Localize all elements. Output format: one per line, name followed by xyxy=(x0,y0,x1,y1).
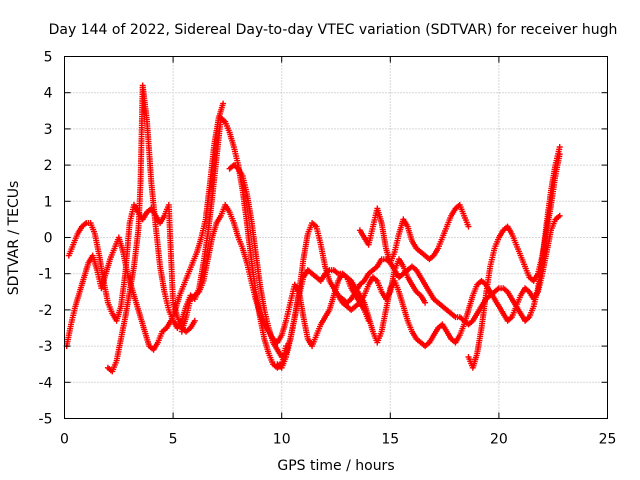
y-tick-label: -5 xyxy=(39,412,53,428)
y-axis-label: SDTVAR / TECUs xyxy=(6,181,22,296)
y-tick-label: 4 xyxy=(44,86,53,102)
x-tick-label: 10 xyxy=(273,432,291,448)
y-tick-label: 1 xyxy=(44,194,53,210)
series-track-a xyxy=(65,201,198,335)
chart-title: Day 144 of 2022, Sidereal Day-to-day VTE… xyxy=(49,22,618,38)
series-track-i xyxy=(465,151,563,371)
y-tick-label: -3 xyxy=(39,339,53,355)
series-points xyxy=(226,162,429,360)
series-track-d xyxy=(178,201,372,350)
x-tick-label: 25 xyxy=(599,432,617,448)
y-tick-label: 5 xyxy=(44,50,53,66)
series-track-h xyxy=(356,201,472,266)
series-points xyxy=(465,151,563,371)
series-points xyxy=(65,201,198,335)
y-tick-label: 2 xyxy=(44,158,53,174)
series-points xyxy=(178,201,372,350)
x-tick-label: 5 xyxy=(169,432,178,448)
y-tick-label: -1 xyxy=(39,267,53,283)
y-tick-label: 0 xyxy=(44,231,53,247)
series-track-c xyxy=(104,82,289,375)
series-track-b xyxy=(63,100,227,353)
y-tick-label: 3 xyxy=(44,122,53,138)
series-layer xyxy=(63,82,563,375)
series-points xyxy=(356,201,472,266)
series-points xyxy=(274,212,563,371)
x-tick-label: 15 xyxy=(381,432,399,448)
series-track-e xyxy=(226,162,429,360)
series-points xyxy=(104,82,289,375)
x-tick-labels: 0 5 10 15 20 25 xyxy=(60,432,616,448)
y-tick-labels: -5 -4 -3 -2 -1 0 1 2 3 4 5 xyxy=(39,50,53,428)
y-tick-label: -4 xyxy=(39,375,53,391)
series-points xyxy=(63,100,227,353)
x-tick-label: 0 xyxy=(60,432,69,448)
axis-ticks xyxy=(64,56,608,419)
series-track-f xyxy=(274,212,563,371)
x-axis-label: GPS time / hours xyxy=(277,458,394,474)
x-tick-label: 20 xyxy=(490,432,508,448)
y-tick-label: -2 xyxy=(39,303,53,319)
